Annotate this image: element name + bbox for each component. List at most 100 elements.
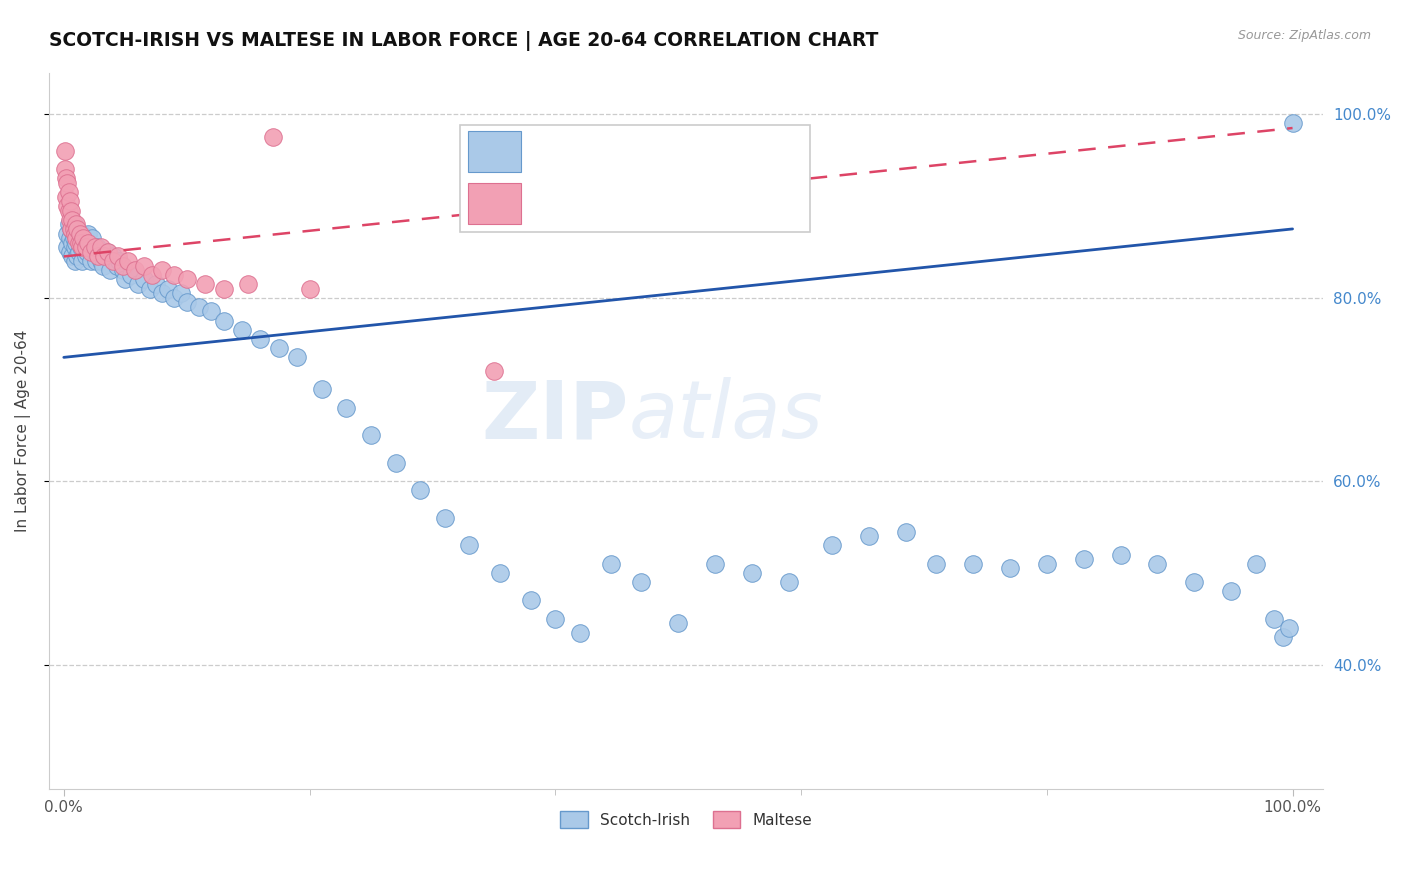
Point — [858, 529, 880, 543]
Point — [212, 313, 235, 327]
Point — [70, 240, 93, 254]
Point — [69, 235, 91, 250]
Point — [107, 250, 129, 264]
Point — [73, 231, 96, 245]
Point — [72, 231, 94, 245]
Point — [150, 263, 173, 277]
Point — [111, 263, 134, 277]
Point — [1244, 557, 1267, 571]
Point — [66, 227, 89, 241]
Point — [59, 231, 82, 245]
Point — [83, 240, 105, 254]
Point — [360, 428, 382, 442]
Point — [1220, 584, 1243, 599]
Point — [169, 286, 191, 301]
Legend: Scotch-Irish, Maltese: Scotch-Irish, Maltese — [554, 805, 818, 835]
Point — [96, 244, 118, 259]
Point — [59, 194, 82, 209]
Point — [212, 281, 235, 295]
Point — [75, 235, 97, 250]
Point — [63, 227, 86, 241]
Point — [925, 557, 948, 571]
Point — [56, 176, 79, 190]
Text: atlas: atlas — [628, 377, 824, 456]
Point — [998, 561, 1021, 575]
Point — [384, 456, 406, 470]
Point — [60, 222, 83, 236]
Point — [409, 483, 432, 498]
Point — [1278, 621, 1301, 635]
Point — [1281, 116, 1303, 130]
Text: SCOTCH-IRISH VS MALTESE IN LABOR FORCE | AGE 20-64 CORRELATION CHART: SCOTCH-IRISH VS MALTESE IN LABOR FORCE |… — [49, 31, 879, 51]
Point — [62, 231, 84, 245]
Point — [56, 240, 79, 254]
Point — [70, 235, 93, 250]
Point — [1182, 575, 1205, 590]
Point — [141, 268, 163, 282]
Point — [86, 240, 108, 254]
Point — [55, 171, 77, 186]
Point — [60, 203, 83, 218]
Point — [67, 231, 90, 245]
Point — [77, 235, 100, 250]
Point — [666, 616, 689, 631]
Point — [568, 625, 591, 640]
Point — [93, 250, 115, 264]
Point — [60, 235, 83, 250]
Point — [79, 240, 101, 254]
Point — [433, 511, 456, 525]
Point — [76, 244, 98, 259]
Point — [70, 240, 93, 254]
Point — [630, 575, 652, 590]
Point — [298, 281, 321, 295]
Point — [62, 218, 84, 232]
Point — [139, 281, 162, 295]
Point — [70, 227, 93, 241]
Point — [117, 254, 139, 268]
Point — [962, 557, 984, 571]
Point — [108, 254, 131, 268]
Point — [59, 212, 82, 227]
Point — [1271, 630, 1294, 644]
Point — [176, 295, 198, 310]
Point — [311, 383, 333, 397]
Point — [59, 244, 82, 259]
Point — [53, 162, 76, 177]
Point — [90, 240, 112, 254]
Point — [458, 538, 481, 552]
Point — [77, 227, 100, 241]
Point — [72, 240, 94, 254]
Point — [124, 263, 146, 277]
Point — [120, 268, 142, 282]
Point — [188, 300, 211, 314]
Point — [97, 244, 120, 259]
Point — [60, 212, 83, 227]
Point — [58, 186, 80, 200]
Point — [599, 557, 621, 571]
Point — [83, 244, 105, 259]
Point — [67, 244, 90, 259]
Point — [80, 254, 103, 268]
Point — [145, 277, 167, 291]
Point — [176, 272, 198, 286]
Point — [741, 566, 763, 580]
Point — [56, 199, 79, 213]
Point — [163, 268, 186, 282]
Point — [894, 524, 917, 539]
Point — [65, 231, 87, 245]
Point — [163, 291, 186, 305]
Point — [100, 263, 122, 277]
Point — [53, 144, 76, 158]
Point — [335, 401, 357, 415]
Point — [1263, 612, 1285, 626]
Point — [150, 286, 173, 301]
Point — [704, 557, 727, 571]
Point — [63, 240, 86, 254]
Point — [231, 323, 253, 337]
Point — [65, 218, 87, 232]
Point — [63, 254, 86, 268]
Point — [482, 364, 505, 378]
Point — [55, 190, 77, 204]
Point — [267, 341, 290, 355]
Point — [105, 259, 128, 273]
